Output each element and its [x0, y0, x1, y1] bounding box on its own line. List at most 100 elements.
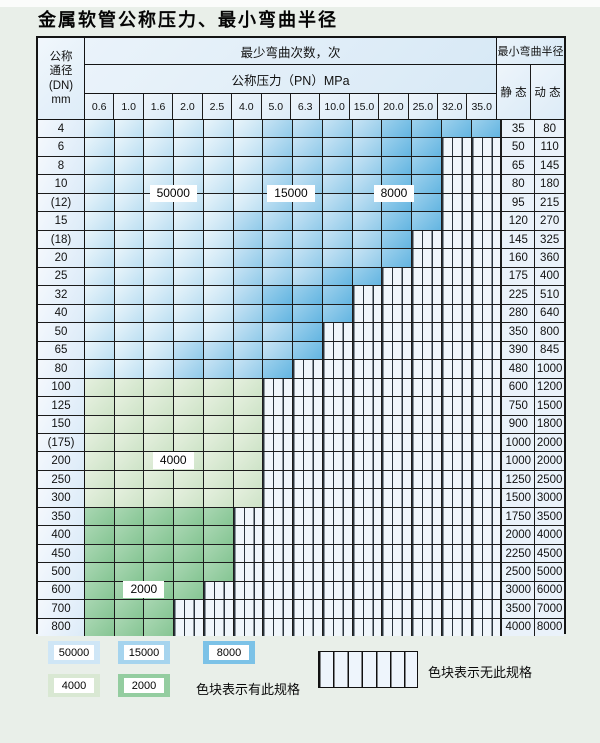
no-spec-cell — [412, 341, 442, 360]
no-spec-cell — [471, 230, 502, 249]
no-spec-cell — [382, 600, 413, 618]
no-spec-cell — [471, 563, 502, 581]
no-spec-cell — [352, 360, 383, 378]
dn-cell: 25 — [38, 267, 85, 286]
dynamic-value-cell: 270 — [535, 212, 565, 230]
no-spec-cell — [382, 544, 413, 563]
dn-header-line3: (DN) — [48, 79, 74, 92]
spec-cell — [174, 249, 204, 267]
dynamic-value-cell: 110 — [535, 138, 565, 156]
dynamic-value-cell: 1800 — [535, 415, 565, 433]
no-spec-cell — [471, 323, 502, 341]
no-spec-cell — [263, 470, 294, 489]
legend-chip-4000-label: 4000 — [54, 678, 94, 693]
static-value-cell: 2000 — [501, 526, 536, 544]
spec-cell — [144, 323, 175, 341]
no-spec-cell — [471, 341, 502, 360]
spec-cell — [144, 212, 175, 230]
dynamic-value-cell: 2500 — [535, 470, 565, 489]
spec-cell — [203, 397, 234, 415]
no-spec-cell — [412, 304, 442, 323]
dn-cell: (175) — [38, 433, 85, 452]
no-spec-cell — [441, 193, 472, 212]
spec-cell — [144, 581, 175, 600]
no-spec-cell — [263, 507, 294, 526]
no-spec-cell — [412, 507, 442, 526]
no-spec-cell — [352, 489, 383, 507]
pressure-column-header-cell: 6.3 — [290, 94, 321, 119]
no-spec-cell — [412, 286, 442, 304]
dynamic-value-cell: 8000 — [535, 618, 565, 637]
dynamic-value-cell: 6000 — [535, 581, 565, 600]
legend-chip-50000-label: 50000 — [54, 645, 94, 660]
spec-cell — [144, 415, 175, 433]
no-spec-cell — [382, 397, 413, 415]
spec-cell — [412, 175, 442, 193]
spec-cell — [174, 360, 204, 378]
dn-cell: 350 — [38, 507, 85, 526]
spec-cell — [382, 120, 413, 138]
table-row: (175) 1000 2000 — [38, 433, 565, 453]
no-spec-cell — [471, 489, 502, 507]
spec-cell — [293, 120, 323, 138]
spec-cell — [203, 249, 234, 267]
spec-cell — [263, 193, 294, 212]
dynamic-value-cell: 2000 — [535, 452, 565, 470]
dn-header-line2: 通径 — [49, 65, 73, 77]
page-title: 金属软管公称压力、最小弯曲半径 — [38, 10, 338, 30]
spec-cell — [203, 323, 234, 341]
no-spec-cell — [352, 341, 383, 360]
spec-cell — [382, 138, 413, 156]
table-row: 600 3000 6000 — [38, 581, 565, 601]
spec-cell — [233, 304, 264, 323]
no-spec-cell — [322, 360, 353, 378]
static-value-cell: 280 — [501, 304, 536, 323]
spec-cell — [203, 470, 234, 489]
spec-cell — [233, 156, 264, 175]
no-spec-cell — [412, 323, 442, 341]
spec-cell — [174, 526, 204, 544]
spec-cell — [322, 286, 353, 304]
dn-header-line1: 公称 — [49, 50, 73, 63]
spec-cell — [114, 156, 145, 175]
table-row: 65 390 845 — [38, 341, 565, 361]
no-spec-cell — [233, 544, 264, 563]
spec-cell — [203, 120, 234, 138]
spec-cell — [174, 341, 204, 360]
no-spec-cell — [471, 304, 502, 323]
table-row: 800 4000 8000 — [38, 618, 565, 637]
static-value-cell: 3000 — [501, 581, 536, 600]
spec-cell — [114, 378, 145, 397]
spec-cell — [114, 138, 145, 156]
spec-cell — [233, 323, 264, 341]
spec-cell — [382, 249, 413, 267]
static-value-cell: 350 — [501, 323, 536, 341]
spec-cell — [114, 341, 145, 360]
spec-cell — [352, 249, 383, 267]
no-spec-cell — [322, 397, 353, 415]
static-value-cell: 1250 — [501, 470, 536, 489]
no-spec-cell — [412, 526, 442, 544]
table-row: 20 160 360 — [38, 249, 565, 268]
no-spec-cell — [382, 433, 413, 452]
spec-cell — [114, 526, 145, 544]
pressure-column-header-cell: 25.0 — [408, 94, 439, 119]
no-spec-cell — [322, 507, 353, 526]
no-spec-cell — [471, 526, 502, 544]
no-spec-cell — [412, 581, 442, 600]
no-spec-cell — [382, 489, 413, 507]
spec-cell — [263, 212, 294, 230]
spec-cell — [114, 470, 145, 489]
spec-cell — [174, 415, 204, 433]
dynamic-value-cell: 4000 — [535, 526, 565, 544]
dn-cell: 200 — [38, 452, 85, 470]
spec-cell — [174, 489, 204, 507]
no-spec-cell — [263, 433, 294, 452]
spec-cell — [114, 507, 145, 526]
spec-cell — [114, 286, 145, 304]
no-spec-cell — [322, 452, 353, 470]
spec-cell — [174, 452, 204, 470]
no-spec-cell — [471, 544, 502, 563]
spec-cell — [352, 120, 383, 138]
no-spec-cell — [382, 341, 413, 360]
